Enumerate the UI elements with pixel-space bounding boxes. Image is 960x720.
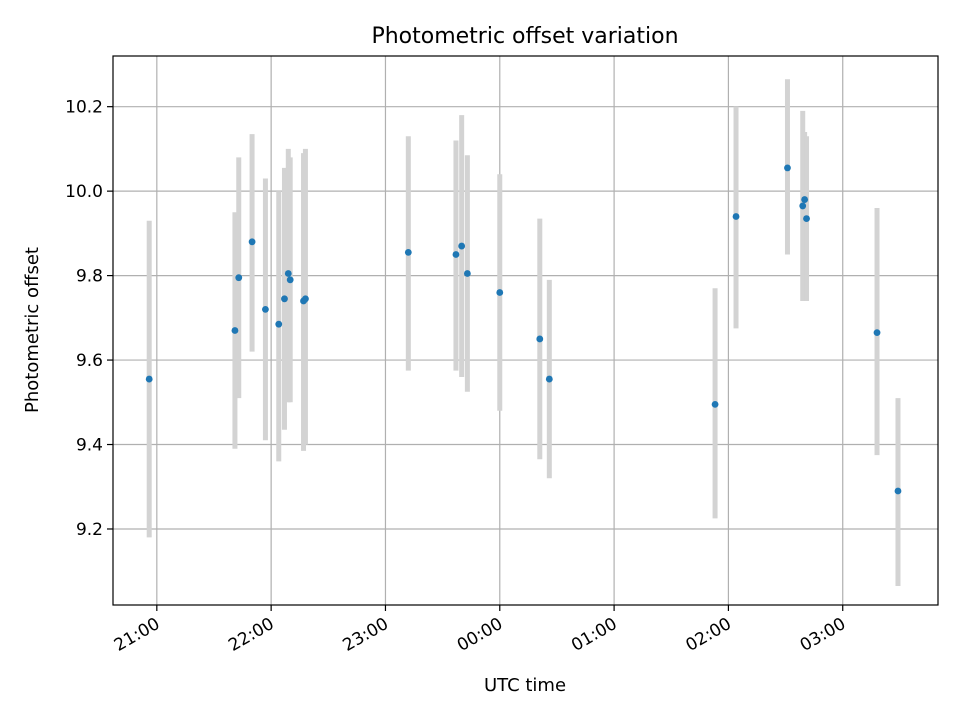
data-point [711,401,719,408]
y-tick-label: 10.0 [65,182,103,202]
data-point [286,276,294,284]
y-axis-ticks: 9.2 9.4 9.6 9.8 10.0 10.2 [65,98,113,540]
grid [113,56,938,605]
y-tick-label: 9.2 [76,520,103,540]
data-point [145,375,153,383]
data-point [496,289,504,296]
data-point [275,320,283,328]
y-tick-label: 9.8 [76,267,103,287]
data-point [281,295,288,303]
data-point [732,213,740,220]
data-point [873,329,881,337]
plot-frame [112,55,939,606]
data-point [801,196,809,203]
chart-title: Photometric offset variation [371,24,678,49]
data-point [302,295,309,303]
x-axis-label: UTC time [484,675,566,696]
data-point [235,274,243,282]
data-point [452,251,460,258]
data-point [545,375,553,383]
data-point [803,215,810,222]
data-point [799,202,807,210]
data-point [536,335,544,343]
data-point [463,270,471,277]
data-point [231,327,239,334]
data-point [404,248,412,256]
y-tick-label: 9.4 [76,436,103,456]
y-axis-label: Photometric offset [22,247,43,413]
data-point [784,164,791,172]
data-point [284,270,292,277]
data-point [248,238,256,246]
data-point [458,242,466,250]
data-point [894,487,902,495]
y-tick-label: 10.2 [65,98,103,118]
data-point [262,305,269,313]
y-tick-label: 9.6 [76,351,103,371]
data-points [145,164,902,495]
